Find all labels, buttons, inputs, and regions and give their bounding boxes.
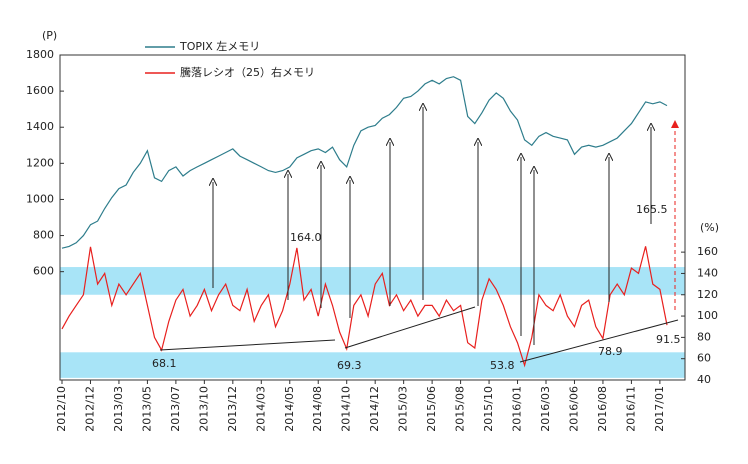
series-line [61, 246, 668, 368]
x-tick-label: 2013/03 [112, 386, 125, 432]
y-tick-label: 1200 [26, 156, 54, 169]
x-tick-label: 2014/12 [368, 386, 381, 432]
annotation: 165.5 [636, 203, 668, 216]
x-tick-label: 2015/06 [425, 386, 438, 432]
y2-tick-label: 120 [697, 288, 718, 301]
y-tick-label: 1800 [26, 48, 54, 61]
y-tick-label: 1000 [26, 192, 54, 205]
x-tick-label: 2016/03 [539, 386, 552, 432]
x-tick-label: 2013/10 [197, 386, 210, 432]
x-tick-label: 2014/08 [311, 386, 324, 432]
x-tick-label: 2016/01 [511, 386, 524, 432]
x-tick-label: 2014/10 [340, 386, 353, 432]
annotation: 91.5 [656, 333, 681, 346]
y2-tick-label: 40 [697, 373, 711, 386]
annotation: 53.8 [490, 359, 515, 372]
x-tick-label: 2013/07 [169, 386, 182, 432]
y-tick-label: 600 [33, 265, 54, 278]
y2-tick-label: 160 [697, 245, 718, 258]
y2-unit: (%) [700, 221, 719, 234]
legend-label: TOPIX 左メモリ [179, 40, 260, 53]
x-tick-label: 2016/08 [596, 386, 609, 432]
x-tick-label: 2015/10 [482, 386, 495, 432]
y-tick-label: 1400 [26, 120, 54, 133]
annotation: 68.1 [152, 357, 177, 370]
x-tick-label: 2012/12 [83, 386, 96, 432]
x-tick-label: 2017/01 [653, 386, 666, 432]
y2-tick-label: 140 [697, 266, 718, 279]
arrows [159, 107, 679, 363]
x-tick-label: 2015/03 [397, 386, 410, 432]
y2-tick-label: 100 [697, 309, 718, 322]
x-tick-label: 2013/12 [226, 386, 239, 432]
annotation: 78.9 [598, 345, 623, 358]
band [60, 267, 685, 295]
plot-frame [59, 54, 686, 381]
x-tick-label: 2014/03 [254, 386, 267, 432]
x-tick-label: 2015/08 [454, 386, 467, 432]
legend-label: 騰落レシオ（25）右メモリ [180, 65, 315, 79]
series-line [61, 76, 668, 249]
y2-tick-label: 60 [697, 352, 711, 365]
x-tick-label: 2012/10 [55, 386, 68, 432]
y-unit: (P) [42, 29, 57, 42]
y2-tick-label: 80 [697, 330, 711, 343]
annotation: 164.0 [290, 231, 322, 244]
x-tick-label: 2014/05 [283, 386, 296, 432]
band [60, 352, 685, 378]
x-tick-label: 2016/06 [567, 386, 580, 432]
y-tick-label: 800 [33, 229, 54, 242]
x-tick-label: 2016/11 [624, 386, 637, 432]
annotation: 69.3 [337, 359, 362, 372]
x-tick-label: 2013/05 [140, 386, 153, 432]
y-tick-label: 1600 [26, 84, 54, 97]
